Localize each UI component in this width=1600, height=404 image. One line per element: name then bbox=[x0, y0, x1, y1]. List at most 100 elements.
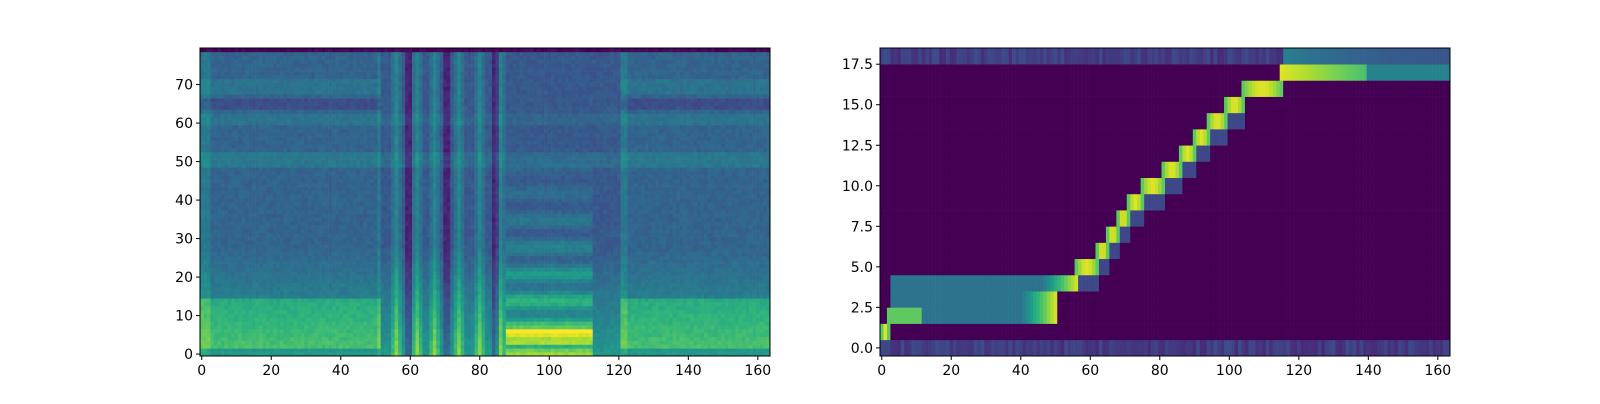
spectrogram-cell bbox=[742, 271, 746, 276]
spectrogram-cell bbox=[339, 263, 343, 268]
spectrogram-cell bbox=[272, 329, 277, 334]
spectrogram-cell bbox=[752, 252, 757, 257]
spectrogram-cell bbox=[735, 267, 740, 272]
spectrogram-cell bbox=[502, 294, 507, 299]
spectrogram-cell bbox=[446, 313, 451, 318]
spectrogram-cell bbox=[342, 271, 347, 276]
spectrogram-cell bbox=[564, 259, 569, 264]
spectrogram-cell bbox=[658, 267, 663, 272]
spectrogram-cell bbox=[460, 244, 465, 249]
spectrogram-cell bbox=[224, 352, 229, 357]
spectrogram-cell bbox=[540, 336, 545, 341]
spectrogram-cell bbox=[259, 321, 263, 326]
spectrogram-cell bbox=[530, 240, 534, 245]
spectrogram-cell bbox=[304, 271, 309, 276]
spectrogram-cell bbox=[648, 348, 653, 353]
spectrogram-cell bbox=[495, 259, 500, 264]
spectrogram-cell bbox=[370, 336, 375, 341]
spectrogram-cell bbox=[537, 271, 541, 276]
spectrogram-cell bbox=[575, 271, 580, 276]
spectrogram-cell bbox=[453, 244, 458, 249]
spectrogram-cell bbox=[669, 263, 673, 268]
spectrogram-cell bbox=[213, 255, 218, 261]
spectrogram-cell bbox=[443, 271, 448, 276]
spectrogram-cell bbox=[293, 352, 298, 357]
spectrogram-cell bbox=[505, 263, 510, 268]
spectrogram-cell bbox=[592, 240, 597, 245]
spectrogram-cell bbox=[672, 348, 677, 353]
spectrogram-cell bbox=[568, 282, 573, 287]
spectrogram-cell bbox=[745, 290, 750, 295]
spectrogram-cell bbox=[467, 279, 472, 284]
spectrogram-cell bbox=[311, 309, 315, 314]
spectrogram-cell bbox=[700, 279, 705, 284]
spectrogram-cell bbox=[339, 290, 343, 295]
spectrogram-cell bbox=[227, 305, 232, 311]
spectrogram-cell bbox=[516, 325, 521, 330]
spectrogram-cell bbox=[335, 282, 340, 287]
spectrogram-cell bbox=[523, 298, 528, 303]
spectrogram-cell bbox=[429, 279, 434, 284]
spectrogram-cell bbox=[690, 325, 694, 330]
spectrogram-cell bbox=[349, 313, 354, 318]
spectrogram-cell bbox=[398, 309, 402, 314]
spectrogram-cell bbox=[307, 290, 312, 295]
spectrogram-cell bbox=[592, 305, 597, 311]
spectrogram-cell bbox=[248, 298, 253, 303]
spectrogram-cell bbox=[293, 236, 298, 241]
spectrogram-cell bbox=[224, 344, 229, 349]
spectrogram-cell bbox=[272, 313, 277, 318]
spectrogram-cell bbox=[519, 336, 524, 341]
spectrogram-cell bbox=[335, 240, 340, 245]
spectrogram-cell bbox=[227, 255, 232, 261]
spectrogram-cell bbox=[530, 344, 534, 349]
spectrogram-cell bbox=[603, 305, 607, 311]
spectrogram-cell bbox=[547, 348, 552, 353]
spectrogram-cell bbox=[617, 290, 621, 295]
spectrogram-cell bbox=[690, 255, 694, 261]
spectrogram-cell bbox=[554, 240, 559, 245]
spectrogram-cell bbox=[394, 259, 399, 264]
spectrogram-cell bbox=[745, 248, 750, 253]
spectrogram-cell bbox=[415, 305, 420, 311]
spectrogram-cell bbox=[432, 282, 437, 287]
spectrogram-cell bbox=[519, 271, 524, 276]
spectrogram-cell bbox=[721, 275, 726, 280]
spectrogram-cell bbox=[366, 302, 371, 307]
spectrogram-cell bbox=[363, 294, 368, 299]
spectrogram-cell bbox=[453, 275, 458, 280]
spectrogram-cell bbox=[564, 294, 569, 299]
spectrogram-cell bbox=[498, 259, 503, 264]
spectrogram-cell bbox=[749, 279, 753, 284]
spectrogram-cell bbox=[714, 279, 719, 284]
spectrogram-cell bbox=[530, 325, 534, 330]
spectrogram-cell bbox=[328, 294, 333, 299]
spectrogram-cell bbox=[481, 344, 486, 349]
spectrogram-cell bbox=[679, 244, 684, 249]
spectrogram-cell bbox=[297, 302, 302, 307]
spectrogram-cell bbox=[279, 325, 284, 330]
spectrogram-cell bbox=[401, 313, 406, 318]
spectrogram-cell bbox=[224, 313, 229, 318]
spectrogram-cell bbox=[596, 267, 600, 272]
spectrogram-cell bbox=[512, 286, 517, 291]
spectrogram-cell bbox=[398, 286, 402, 291]
spectrogram-cell bbox=[672, 321, 677, 326]
spectrogram-cell bbox=[766, 282, 771, 287]
spectrogram-cell bbox=[366, 271, 371, 276]
spectrogram-cell bbox=[544, 290, 548, 295]
spectrogram-cell bbox=[756, 259, 760, 264]
spectrogram-cell bbox=[624, 267, 628, 272]
spectrogram-cell bbox=[231, 275, 236, 280]
spectrogram-cell bbox=[339, 317, 343, 322]
spectrogram-cell bbox=[564, 271, 569, 276]
spectrogram-cell bbox=[446, 248, 451, 253]
spectrogram-cell bbox=[206, 309, 211, 314]
spectrogram-cell bbox=[245, 279, 249, 284]
spectrogram-cell bbox=[745, 240, 750, 245]
spectrogram-cell bbox=[210, 275, 215, 280]
spectrogram-cell bbox=[564, 317, 569, 322]
spectrogram-cell bbox=[464, 275, 468, 280]
spectrogram-cell bbox=[213, 248, 218, 253]
spectrogram-cell bbox=[318, 244, 322, 249]
